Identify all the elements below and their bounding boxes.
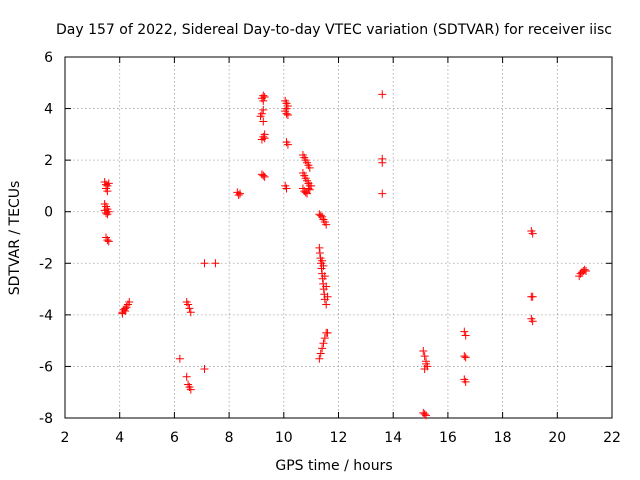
data-point bbox=[422, 359, 431, 368]
x-tick-label: 4 bbox=[115, 430, 124, 446]
data-point bbox=[322, 300, 331, 309]
data-point bbox=[236, 189, 245, 198]
x-tick-label: 14 bbox=[384, 430, 402, 446]
data-point bbox=[104, 179, 113, 188]
y-tick-label: 0 bbox=[44, 205, 53, 221]
data-point bbox=[315, 243, 324, 252]
data-point bbox=[460, 327, 469, 336]
y-tick-label: -4 bbox=[39, 308, 53, 324]
data-point bbox=[282, 184, 291, 193]
x-tick-label: 6 bbox=[170, 430, 179, 446]
y-tick-label: -8 bbox=[39, 411, 53, 427]
data-point bbox=[320, 334, 329, 343]
data-point bbox=[315, 354, 324, 363]
data-point bbox=[118, 309, 127, 318]
data-point bbox=[307, 181, 316, 190]
data-points bbox=[100, 90, 591, 420]
data-point bbox=[200, 259, 209, 268]
x-tick-label: 12 bbox=[330, 430, 348, 446]
data-point bbox=[200, 365, 209, 374]
data-point bbox=[316, 349, 325, 358]
data-point bbox=[420, 365, 429, 374]
data-point bbox=[260, 172, 269, 181]
data-point bbox=[185, 304, 194, 313]
data-point bbox=[582, 267, 591, 276]
data-point bbox=[461, 353, 470, 362]
data-point bbox=[259, 171, 268, 180]
data-point bbox=[103, 236, 112, 245]
data-point bbox=[104, 237, 113, 246]
x-tick-label: 8 bbox=[225, 430, 234, 446]
data-point bbox=[378, 90, 387, 99]
data-point bbox=[259, 105, 268, 114]
data-point bbox=[259, 96, 268, 105]
grid-lines bbox=[65, 57, 612, 418]
data-point bbox=[461, 331, 470, 340]
data-point bbox=[319, 339, 328, 348]
data-point bbox=[305, 185, 314, 194]
data-point bbox=[319, 261, 328, 270]
data-point bbox=[460, 352, 469, 361]
data-point bbox=[420, 410, 429, 419]
chart-title: Day 157 of 2022, Sidereal Day-to-day VTE… bbox=[56, 22, 612, 38]
data-point bbox=[234, 190, 243, 199]
data-point bbox=[322, 282, 331, 291]
data-point bbox=[318, 256, 327, 265]
data-point bbox=[283, 140, 292, 149]
data-point bbox=[103, 187, 112, 196]
y-axis-ticks: -8 -6 -4 -2 0 2 4 6 bbox=[39, 50, 612, 427]
data-point bbox=[322, 220, 331, 229]
y-tick-label: 2 bbox=[44, 153, 53, 169]
y-tick-label: -2 bbox=[39, 256, 53, 272]
data-point bbox=[211, 259, 220, 268]
x-tick-label: 16 bbox=[439, 430, 457, 446]
y-tick-label: 4 bbox=[44, 102, 53, 118]
data-point bbox=[323, 328, 332, 337]
data-point bbox=[528, 229, 537, 238]
data-point bbox=[378, 189, 387, 198]
data-point bbox=[283, 111, 292, 120]
data-point bbox=[305, 163, 314, 172]
data-point bbox=[282, 109, 291, 118]
data-point bbox=[420, 352, 429, 361]
data-point bbox=[318, 344, 327, 353]
x-axis-ticks: 2 4 6 8 10 12 14 16 18 20 22 bbox=[61, 57, 621, 446]
y-tick-label: 6 bbox=[44, 50, 53, 66]
data-point bbox=[186, 308, 195, 317]
y-axis-label: SDTVAR / TECUs bbox=[7, 181, 23, 296]
data-point bbox=[186, 385, 195, 394]
data-point bbox=[260, 92, 269, 101]
data-point bbox=[320, 272, 329, 281]
data-point bbox=[184, 300, 193, 309]
data-point bbox=[259, 117, 268, 126]
y-tick-label: -6 bbox=[39, 359, 53, 375]
data-point bbox=[315, 248, 324, 257]
x-tick-label: 20 bbox=[548, 430, 566, 446]
x-tick-label: 10 bbox=[275, 430, 293, 446]
data-point bbox=[580, 265, 589, 274]
data-point bbox=[182, 372, 191, 381]
data-point bbox=[461, 377, 470, 386]
data-point bbox=[125, 297, 134, 306]
data-point bbox=[175, 354, 184, 363]
data-point bbox=[103, 210, 112, 219]
data-point bbox=[528, 317, 537, 326]
data-point bbox=[422, 411, 431, 420]
x-tick-label: 18 bbox=[494, 430, 512, 446]
data-point bbox=[323, 292, 332, 301]
x-axis-label: GPS time / hours bbox=[275, 458, 392, 474]
data-point bbox=[419, 346, 428, 355]
data-point bbox=[528, 292, 537, 301]
data-point bbox=[260, 134, 269, 143]
data-point bbox=[378, 158, 387, 167]
data-point bbox=[256, 112, 265, 121]
x-tick-label: 2 bbox=[61, 430, 70, 446]
x-tick-label: 22 bbox=[603, 430, 621, 446]
